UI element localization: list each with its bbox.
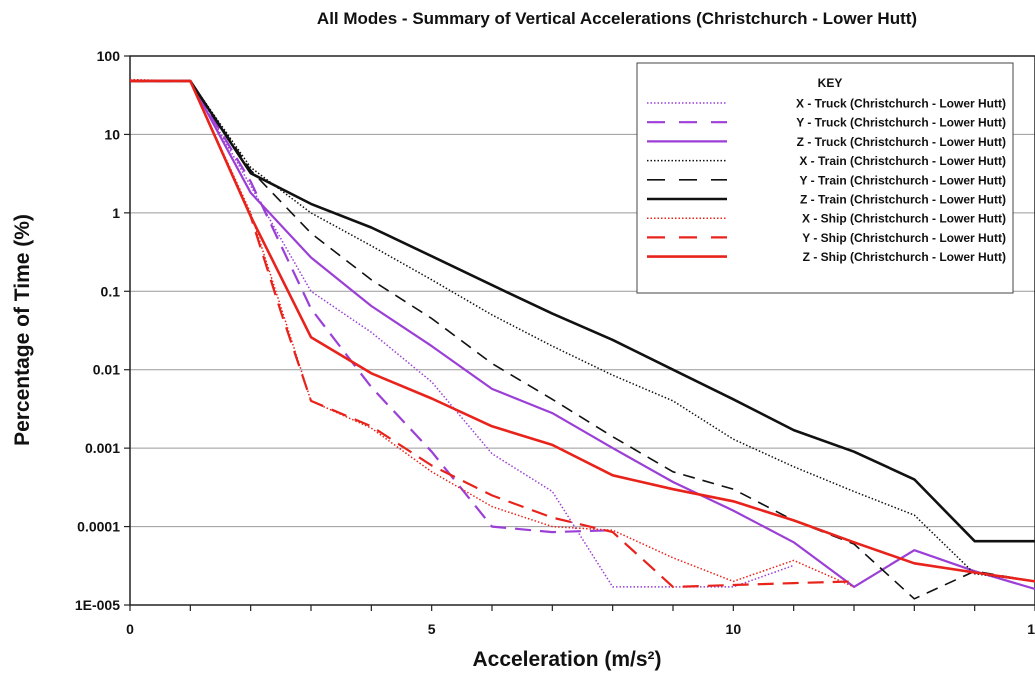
series-line-3 [130,79,1035,591]
y-tick-label: 0.001 [85,440,120,456]
x-tick-label: 15 [1027,621,1035,637]
legend: KEY X - Truck (Christchurch - Lower Hutt… [636,62,1014,294]
series-line-6 [130,79,1035,543]
x-tick-label: 10 [726,621,742,637]
legend-title: KEY [818,76,843,90]
legend-label: Y - Ship (Christchurch - Lower Hutt) [802,231,1006,245]
legend-label: Z - Train (Christchurch - Lower Hutt) [800,193,1006,207]
y-tick-label: 1E-005 [75,597,120,613]
axis-ticks: 100 10 1 0.1 0.01 0.001 0.0001 1E-005 0 5 10 15 [75,48,1035,637]
series-line-5 [130,80,1035,600]
legend-label: Y - Train (Christchurch - Lower Hutt) [800,173,1006,187]
y-tick-label: 100 [97,48,121,64]
y-tick-label: 1 [112,205,120,221]
y-tick-label: 0.01 [93,362,120,378]
chart-title: All Modes - Summary of Vertical Accelera… [317,9,917,28]
y-tick-label: 0.0001 [77,519,120,535]
legend-label: Z - Ship (Christchurch - Lower Hutt) [803,250,1006,264]
legend-label: Y - Truck (Christchurch - Lower Hutt) [796,116,1006,130]
series-line-7 [129,78,855,588]
y-tick-label: 0.1 [101,283,121,299]
plot-area [129,55,1035,606]
legend-label: X - Train (Christchurch - Lower Hutt) [799,154,1006,168]
series-line-4 [130,80,1035,583]
y-tick-label: 10 [104,126,120,142]
series-line-8 [130,79,855,589]
x-tick-label: 5 [428,621,436,637]
x-axis-label: Acceleration (m/s²) [472,648,661,671]
gridlines [130,55,1035,606]
legend-label: X - Truck (Christchurch - Lower Hutt) [796,97,1006,111]
series-line-9 [130,79,1035,583]
y-axis-label: Percentage of Time (%) [11,214,34,446]
legend-label: Z - Truck (Christchurch - Lower Hutt) [797,135,1006,149]
legend-items: X - Truck (Christchurch - Lower Hutt) Y -… [647,97,1006,264]
series-lines [129,78,1035,600]
x-tick-label: 0 [126,621,134,637]
legend-box [636,62,1014,294]
legend-label: X - Ship (Christchurch - Lower Hutt) [802,212,1006,226]
